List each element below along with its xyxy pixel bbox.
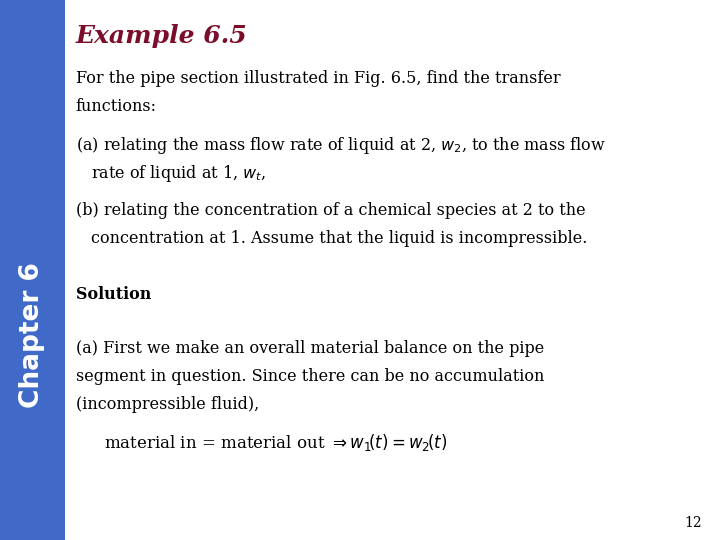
- Bar: [0, 0, 65, 540]
- Text: Chapter 6: Chapter 6: [19, 262, 45, 408]
- Text: material in = material out $\Rightarrow w_1\!\left(t\right)= w_2\!\left(t\right): material in = material out $\Rightarrow …: [104, 433, 448, 454]
- Text: (b) relating the concentration of a chemical species at 2 to the: (b) relating the concentration of a chem…: [76, 202, 585, 219]
- Text: 12: 12: [685, 516, 702, 530]
- Text: functions:: functions:: [76, 98, 157, 115]
- Text: (a) relating the mass flow rate of liquid at 2, $w_2$, to the mass flow: (a) relating the mass flow rate of liqui…: [76, 135, 606, 156]
- Text: concentration at 1. Assume that the liquid is incompressible.: concentration at 1. Assume that the liqu…: [91, 230, 588, 247]
- Text: segment in question. Since there can be no accumulation: segment in question. Since there can be …: [76, 368, 544, 385]
- Text: (incompressible fluid),: (incompressible fluid),: [76, 396, 259, 413]
- Text: For the pipe section illustrated in Fig. 6.5, find the transfer: For the pipe section illustrated in Fig.…: [76, 70, 560, 87]
- Text: (a) First we make an overall material balance on the pipe: (a) First we make an overall material ba…: [76, 340, 544, 357]
- Text: rate of liquid at 1, $w_t$,: rate of liquid at 1, $w_t$,: [91, 163, 266, 184]
- Text: Example 6.5: Example 6.5: [76, 24, 248, 48]
- Text: Solution: Solution: [76, 286, 151, 303]
